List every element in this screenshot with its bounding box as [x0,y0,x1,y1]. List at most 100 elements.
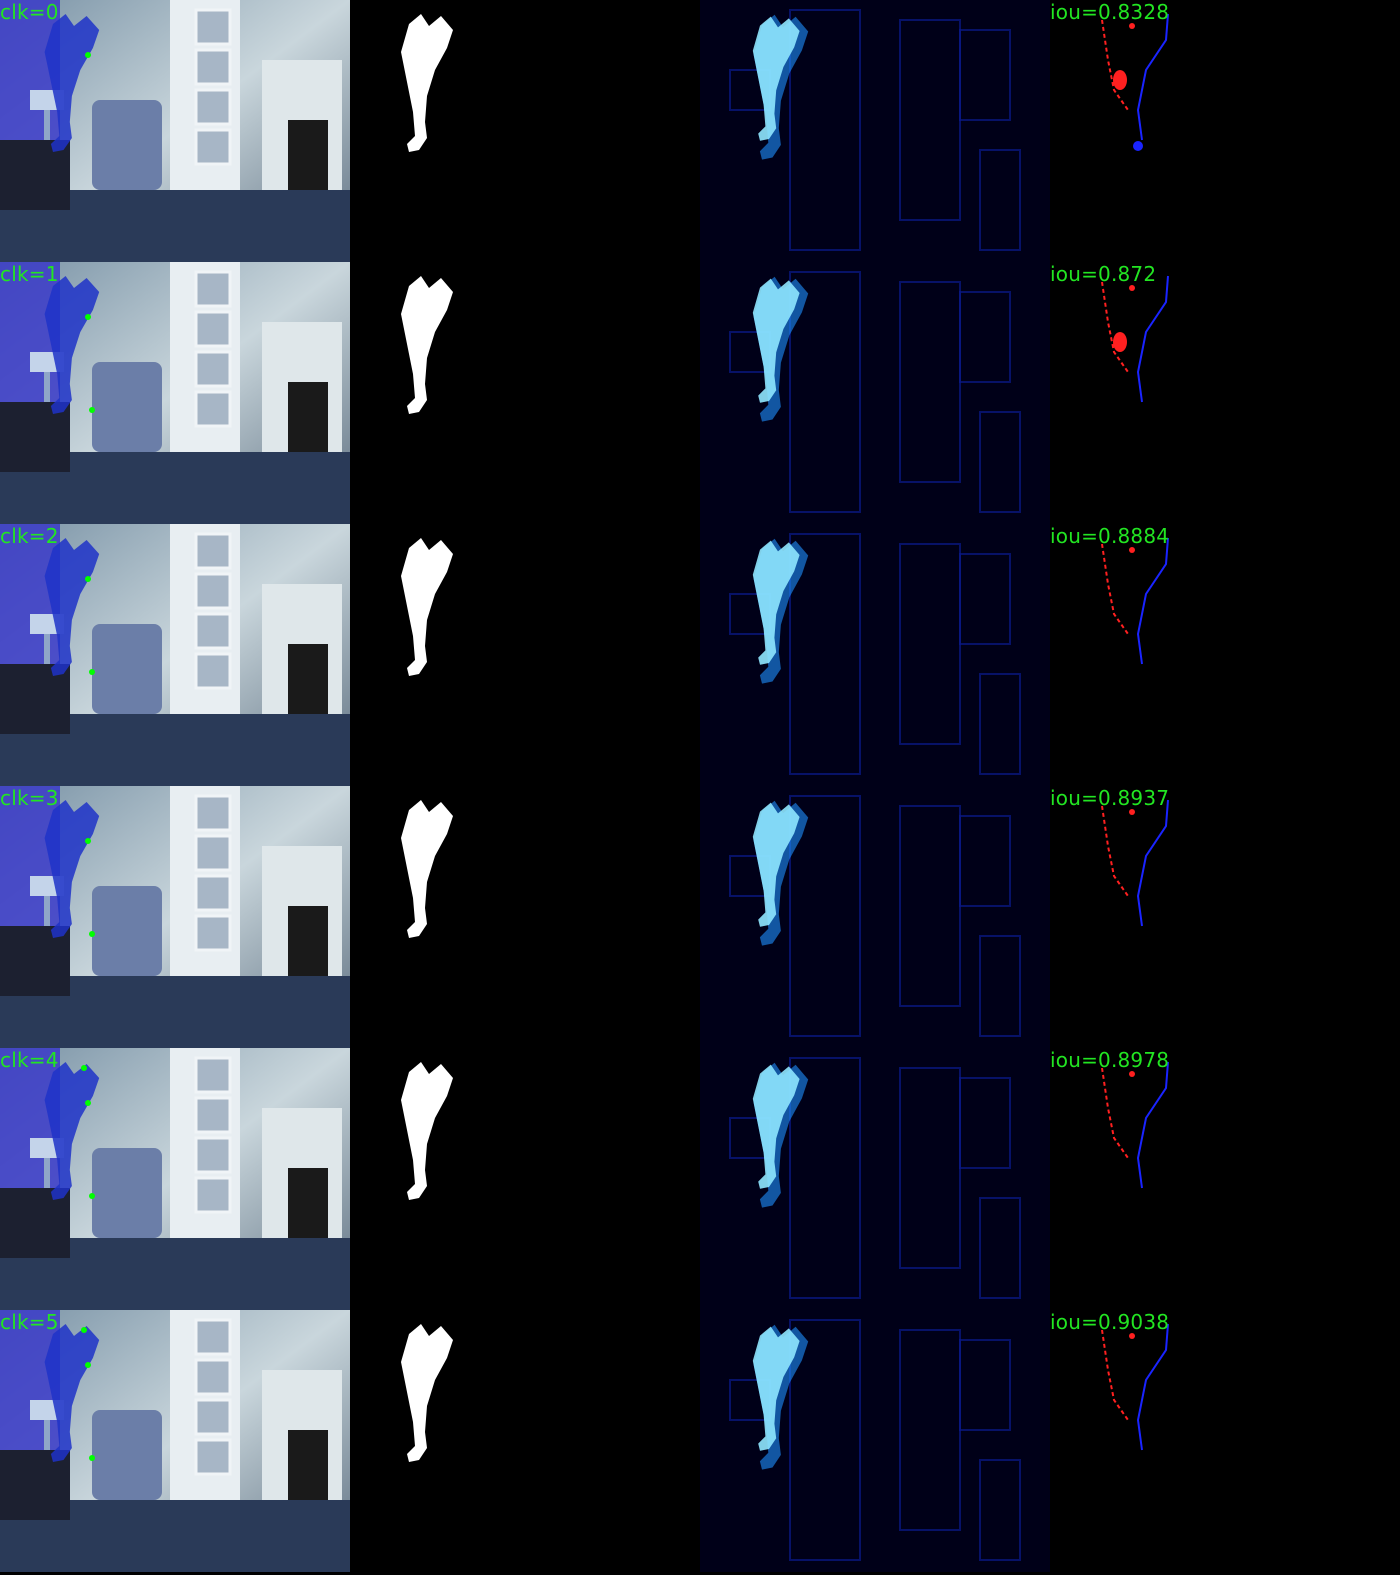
error-map-panel: iou=0.8937 [1050,786,1400,1048]
input-image-panel: clk=3 [0,786,350,1048]
click-point [89,669,95,675]
iou-label: iou=0.8884 [1050,524,1170,548]
lamp-stand [44,1420,50,1460]
error-map-panel: iou=0.872 [1050,262,1400,524]
mask-shape [401,1062,453,1200]
door-pane [194,572,232,610]
door-pane [194,8,232,46]
clicks-label: clk=1 [0,262,59,286]
input-image-panel: clk=5 [0,1310,350,1572]
edge-outline [979,1197,1021,1299]
click-point [89,1193,95,1199]
clicks-label: clk=2 [0,524,59,548]
room-scene-image [0,0,350,262]
edge-outline [959,291,1011,383]
probability-map-panel [700,1048,1050,1310]
false-positive-dot [1129,285,1135,291]
iou-label: iou=0.872 [1050,262,1157,286]
door-pane [194,1438,232,1476]
edge-outline [979,149,1021,251]
mask-panel [350,262,700,524]
room-scene-image [0,1048,350,1310]
false-positive-dot [1129,1071,1135,1077]
edge-outline [979,935,1021,1037]
edge-outline [789,795,861,1037]
room-scene-image [0,1310,350,1572]
error-map [1101,1323,1169,1451]
input-image-panel: clk=2 [0,524,350,786]
click-point [85,52,91,58]
door-pane [194,128,232,166]
side-table [0,664,70,734]
door-pane [194,1136,232,1174]
probability-map-panel [700,524,1050,786]
heat-background [700,786,1050,1048]
probability-map [700,524,1050,786]
door-pane [194,1318,232,1356]
heat-background [700,524,1050,786]
input-image-panel: clk=1 [0,262,350,524]
false-positive-blob [1113,70,1127,90]
error-map-panel: iou=0.8328 [1050,0,1400,262]
iou-label: iou=0.8978 [1050,1048,1170,1072]
side-table [0,140,70,210]
mask-shape [401,538,453,676]
iteration-row: clk=2 iou=0.8884 [0,524,1400,786]
false-negative-edge [1136,13,1169,141]
door-pane [194,310,232,348]
edge-outline [959,1077,1011,1169]
selected-object-overlay [44,276,100,414]
lamp-stand [44,634,50,674]
false-positive-dot [1129,23,1135,29]
side-table [0,926,70,996]
error-map-panel: iou=0.8978 [1050,1048,1400,1310]
lamp-stand [44,372,50,412]
edge-outline [789,1319,861,1561]
error-map-panel: iou=0.9038 [1050,1310,1400,1572]
iou-label: iou=0.9038 [1050,1310,1170,1334]
probability-core [752,278,800,403]
armchair [92,624,162,714]
edge-outline [789,271,861,513]
iteration-row: clk=4 iou=0.8978 [0,1048,1400,1310]
room-scene-image [0,524,350,786]
heat-background [700,1048,1050,1310]
error-map [1101,799,1169,927]
click-point [85,576,91,582]
edge-outline [789,1057,861,1299]
clicks-label: clk=5 [0,1310,59,1334]
door-pane [194,612,232,650]
heat-background [700,0,1050,262]
false-negative-edge [1136,275,1169,403]
iou-label: iou=0.8328 [1050,0,1170,24]
click-point [89,1455,95,1461]
error-map-panel: iou=0.8884 [1050,524,1400,786]
door-pane [194,652,232,690]
edge-outline [789,533,861,775]
false-positive-dot [1129,547,1135,553]
iou-label: iou=0.8937 [1050,786,1170,810]
prediction-mask [401,276,453,414]
mask-shape [401,276,453,414]
mask-shape [401,1324,453,1462]
lamp-stand [44,110,50,150]
side-table [0,402,70,472]
input-image-panel: clk=4 [0,1048,350,1310]
prediction-mask [401,1062,453,1200]
probability-map [700,1048,1050,1310]
selected-object-overlay [44,1062,100,1200]
clicks-label: clk=3 [0,786,59,810]
door-pane [194,350,232,388]
side-table [0,1450,70,1520]
armchair [92,100,162,190]
probability-map [700,1310,1050,1572]
side-table [0,1188,70,1258]
probability-map [700,786,1050,1048]
probability-map [700,262,1050,524]
clicks-label: clk=4 [0,1048,59,1072]
door-pane [194,390,232,428]
click-point [85,314,91,320]
selected-object-overlay [44,1324,100,1462]
lamp-stand [44,896,50,936]
iteration-row: clk=3 iou=0.8937 [0,786,1400,1048]
